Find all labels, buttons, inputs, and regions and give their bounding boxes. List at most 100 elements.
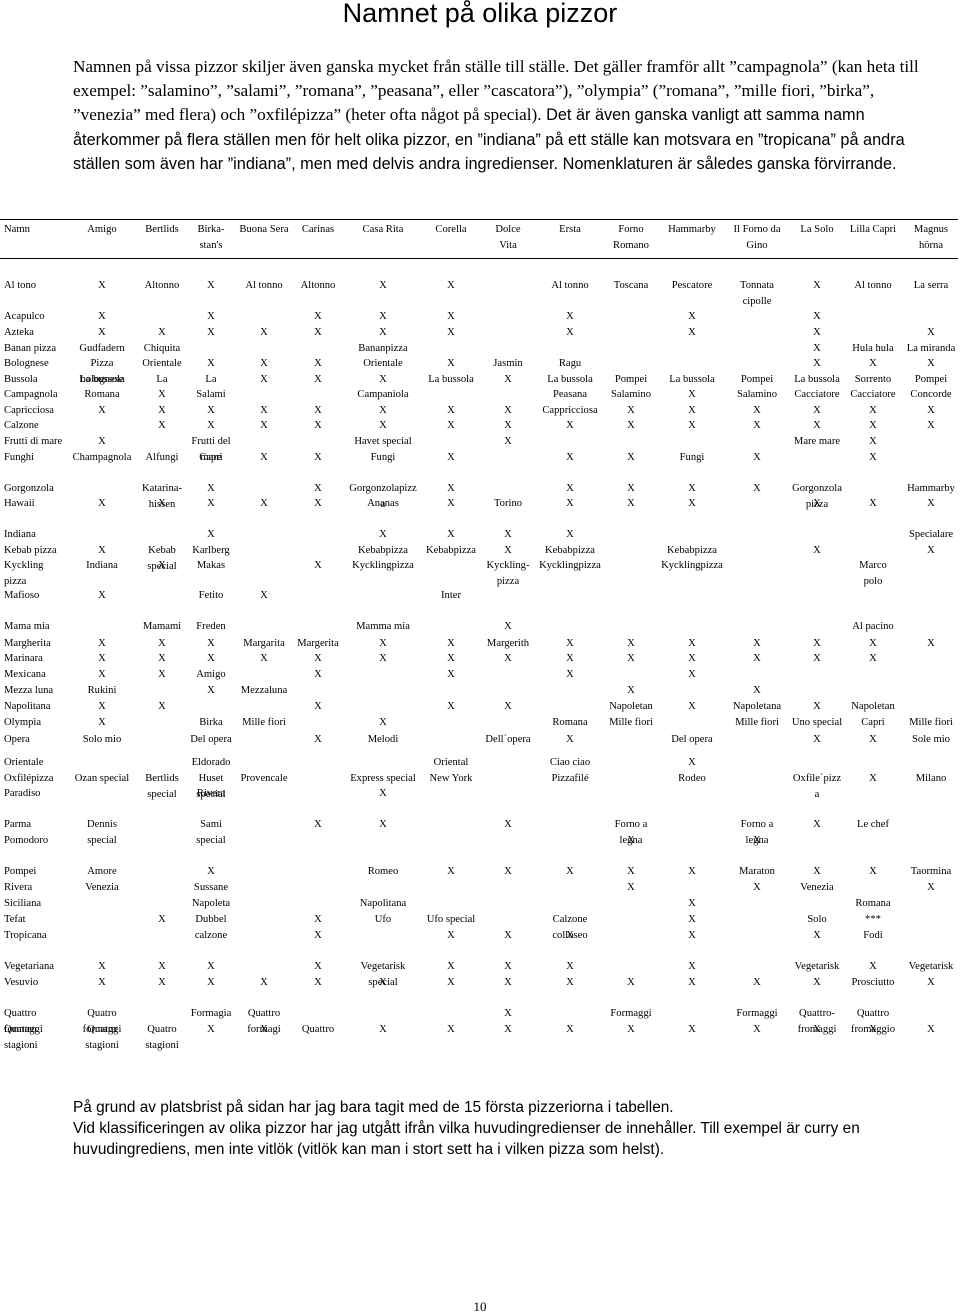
table-cell: X	[627, 405, 635, 416]
table-cell: X	[566, 961, 574, 972]
table-cell: Kycklingpizza	[539, 560, 601, 571]
table-cell: X	[927, 545, 935, 556]
column-header: Ersta	[559, 224, 581, 235]
table-cell: Salami	[196, 389, 226, 400]
table-cell: X	[869, 436, 877, 447]
table-cell: X	[869, 358, 877, 369]
table-cell: Fungi	[679, 452, 705, 463]
table-cell: X	[260, 420, 268, 431]
table-cell: Chiquita	[143, 343, 181, 354]
table-cell: X	[927, 638, 935, 649]
table-cell: X	[688, 420, 696, 431]
table-cell: Kyckling-pizza	[486, 560, 530, 587]
table-cell: Freden	[196, 621, 226, 632]
pizza-name-cell: Tefat	[4, 914, 26, 925]
table-cell: Katarina-hissen	[142, 483, 182, 510]
table-cell: Quattro-fromaggi	[797, 1008, 837, 1035]
table-cell: X	[260, 498, 268, 509]
table-cell: X	[158, 560, 166, 571]
table-cell: X	[98, 436, 106, 447]
pizza-name-cell: Gorgonzola	[4, 483, 54, 494]
table-cell: X	[627, 498, 635, 509]
table-cell: X	[627, 685, 635, 696]
pizza-name-cell: Indiana	[4, 529, 36, 540]
footer-line-2: Vid klassificeringen av olika pizzor har…	[73, 1120, 860, 1158]
table-cell: Formagia	[190, 1008, 232, 1019]
table-cell: X	[314, 653, 322, 664]
table-cell: Quattro formagi	[247, 1008, 281, 1035]
table-cell: X	[98, 590, 106, 601]
table-cell: Ufo	[374, 914, 392, 925]
pizza-name-cell: Bolognese	[4, 358, 49, 369]
pizza-name-cell: Opera	[4, 734, 30, 745]
table-cell: X	[207, 405, 215, 416]
table-cell: X	[98, 498, 106, 509]
table-cell: X	[813, 866, 821, 877]
table-cell: X	[260, 977, 268, 988]
table-cell: X	[379, 420, 387, 431]
table-cell: Pescatore	[671, 280, 713, 291]
pizza-name-cell: Marinara	[4, 653, 43, 664]
column-header: Hammarby	[668, 224, 716, 235]
table-cell: Romana	[84, 389, 120, 400]
table-cell: X	[260, 1024, 268, 1035]
table-cell: X	[314, 498, 322, 509]
table-cell: Margarita	[243, 638, 285, 649]
table-cell: X	[566, 669, 574, 680]
table-cell: X	[314, 914, 322, 925]
table-cell: X	[688, 389, 696, 400]
table-cell: X	[504, 436, 512, 447]
table-cell: X	[504, 1024, 512, 1035]
table-cell: La bussola	[669, 374, 715, 385]
table-cell: X	[504, 529, 512, 540]
table-cell: Formaggi	[736, 1008, 778, 1019]
table-cell: X	[207, 977, 215, 988]
table-cell: Rivera	[196, 788, 226, 799]
table-cell: Margerita	[297, 638, 339, 649]
table-cell: X	[447, 866, 455, 877]
table-cell: X	[688, 757, 696, 768]
table-cell: Havet special	[354, 436, 412, 447]
table-cell: Quatro stagioni	[85, 1024, 119, 1051]
table-cell: X	[627, 882, 635, 893]
table-cell: Ufo special	[426, 914, 476, 925]
column-header: Bertlids	[145, 224, 179, 235]
table-cell: Rodeo	[678, 773, 706, 784]
table-cell: Quattro fromaggio	[850, 1008, 896, 1035]
table-cell: Taormina	[910, 866, 952, 877]
table-cell: X	[447, 701, 455, 712]
table-cell: X	[927, 358, 935, 369]
table-cell: Calzone colloseo	[552, 914, 588, 941]
table-cell: Inter	[441, 590, 461, 601]
table-cell: Del opera	[671, 734, 713, 745]
pizza-name-cell: Quattro stagioni	[4, 1024, 38, 1051]
table-cell: X	[158, 420, 166, 431]
table-cell: X	[688, 866, 696, 877]
table-cell: X	[813, 343, 821, 354]
table-cell: X	[207, 420, 215, 431]
pizza-name-cell: Frutti di mare	[4, 436, 63, 447]
table-cell: X	[753, 1024, 761, 1035]
table-cell: X	[260, 358, 268, 369]
table-cell: X	[566, 638, 574, 649]
table-cell: Peasana	[552, 389, 588, 400]
table-cell: X	[207, 280, 215, 291]
pizza-name-cell: Capricciosa	[4, 405, 55, 416]
table-cell: X	[379, 788, 387, 799]
table-cell: X	[927, 882, 935, 893]
table-cell: X	[260, 452, 268, 463]
table-cell: X	[98, 977, 106, 988]
table-cell: X	[207, 327, 215, 338]
table-cell: Dell´opera	[485, 734, 531, 745]
table-cell: X	[688, 914, 696, 925]
table-cell: X	[869, 653, 877, 664]
table-cell: X	[813, 930, 821, 941]
table-cell: Mezzaluna	[240, 685, 288, 696]
column-header: Magnus hörna	[913, 224, 949, 251]
table-cell: X	[869, 773, 877, 784]
column-header: Birka-stan's	[197, 224, 225, 251]
table-cell: X	[314, 452, 322, 463]
table-cell: X	[504, 819, 512, 830]
table-cell: Napoletan	[609, 701, 653, 712]
table-cell: Fodi	[863, 930, 883, 941]
